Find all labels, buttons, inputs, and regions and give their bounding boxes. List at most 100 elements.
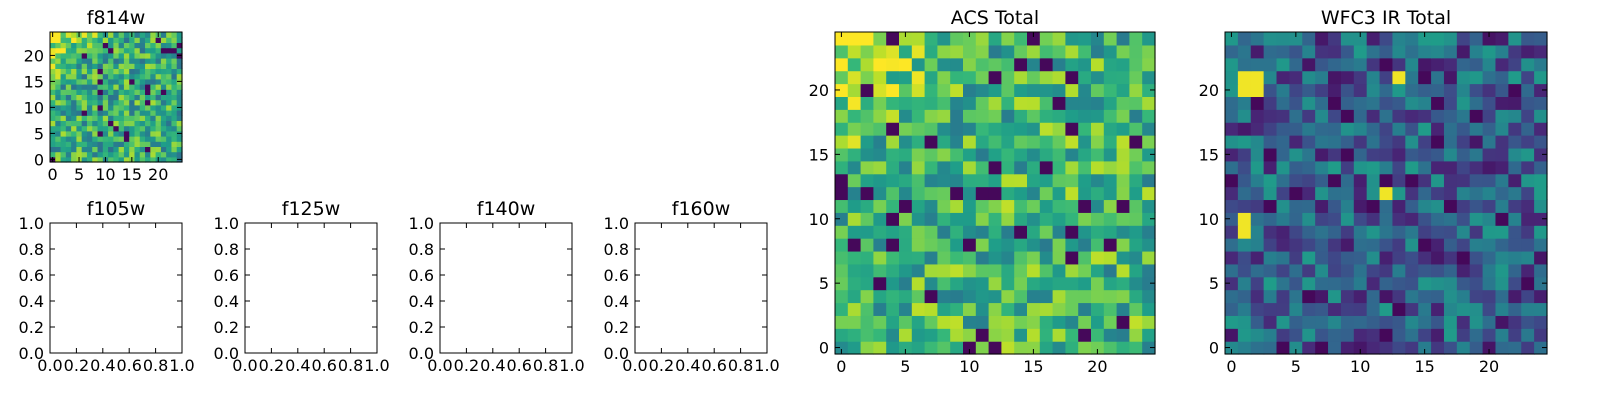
- heatmap-cell: [1250, 135, 1265, 149]
- heatmap-cell: [988, 135, 1002, 149]
- heatmap-cell: [139, 120, 146, 127]
- heatmap-cell: [1276, 341, 1290, 355]
- heatmap-cell: [1353, 341, 1368, 355]
- heatmap-cell: [988, 212, 1002, 226]
- heatmap-cell: [1014, 250, 1028, 265]
- heatmap-cell: [123, 120, 130, 127]
- heatmap-cell: [150, 89, 157, 95]
- heatmap-cell: [176, 146, 183, 153]
- heatmap-cell: [988, 109, 1002, 123]
- heatmap-cell: [1091, 160, 1105, 175]
- heatmap-cell: [1315, 147, 1329, 162]
- heatmap-cell: [1289, 341, 1303, 355]
- heatmap-cell: [1078, 70, 1092, 85]
- y-tick-label: 1.0: [409, 214, 434, 233]
- heatmap-cell: [60, 156, 67, 163]
- heatmap-cell: [171, 32, 178, 38]
- heatmap-cell: [1366, 147, 1381, 162]
- heatmap-cell: [1250, 109, 1265, 123]
- heatmap-cell: [155, 42, 162, 49]
- heatmap-cell: [937, 70, 951, 85]
- heatmap-cell: [1129, 160, 1143, 175]
- heatmap-cell: [86, 32, 93, 38]
- heatmap-cell: [1353, 70, 1368, 85]
- heatmap-cell: [937, 289, 951, 304]
- x-tick-label: 0.2: [454, 356, 479, 375]
- heatmap-cell: [873, 289, 887, 304]
- heatmap-cell: [123, 37, 130, 43]
- heatmap-cell: [1508, 289, 1522, 304]
- heatmap-cell: [899, 96, 913, 110]
- heatmap-cell: [113, 136, 120, 142]
- heatmap-cell: [1431, 147, 1445, 162]
- heatmap-cell: [76, 37, 83, 43]
- heatmap-cell: [860, 341, 874, 355]
- axes-frame: [49, 31, 183, 163]
- heatmap-cell: [118, 58, 125, 64]
- heatmap-cell: [1366, 57, 1381, 72]
- heatmap-cell: [1103, 341, 1118, 355]
- heatmap-cell: [835, 57, 849, 72]
- heatmap-cell: [55, 58, 62, 64]
- heatmap-cell: [847, 225, 862, 239]
- heatmap-cell: [1469, 96, 1484, 110]
- heatmap-cell: [975, 341, 990, 355]
- heatmap-cell: [1534, 315, 1548, 329]
- heatmap-cell: [129, 141, 136, 147]
- heatmap-cell: [97, 115, 104, 121]
- heatmap-cell: [1456, 328, 1471, 342]
- heatmap-cell: [108, 47, 114, 54]
- heatmap-cell: [899, 328, 913, 342]
- heatmap-cell: [145, 115, 151, 121]
- heatmap-cell: [155, 115, 162, 121]
- heatmap-cell: [108, 52, 114, 59]
- heatmap-cell: [1534, 212, 1548, 226]
- heatmap-cell: [1495, 341, 1509, 355]
- heatmap-cell: [1405, 276, 1419, 291]
- heatmap-cell: [81, 52, 88, 59]
- heatmap-cell: [1276, 57, 1290, 72]
- heatmap-cell: [1065, 315, 1079, 329]
- heatmap-cell: [1353, 173, 1368, 188]
- heatmap-cell: [76, 125, 83, 132]
- heatmap-cell: [988, 147, 1002, 162]
- heatmap-cell: [1129, 212, 1143, 226]
- heatmap-cell: [86, 78, 93, 85]
- heatmap-cell: [1078, 135, 1092, 149]
- heatmap-cell: [160, 47, 167, 54]
- heatmap-cell: [1116, 83, 1130, 97]
- heatmap-cell: [1001, 212, 1015, 226]
- heatmap-cell: [1353, 122, 1368, 136]
- heatmap-cell: [60, 120, 67, 127]
- heatmap-cell: [886, 289, 900, 304]
- heatmap-cell: [113, 47, 120, 54]
- heatmap-cell: [924, 186, 938, 201]
- heatmap-cell: [937, 96, 951, 110]
- heatmap-cell: [950, 276, 964, 291]
- heatmap-cell: [134, 125, 141, 132]
- heatmap-cell: [155, 94, 162, 101]
- y-tick-label: 20: [1199, 81, 1219, 100]
- heatmap-cell: [1366, 122, 1381, 136]
- heatmap-cell: [108, 68, 114, 75]
- heatmap-cell: [97, 94, 104, 101]
- heatmap-cell: [1014, 160, 1028, 175]
- heatmap-cell: [924, 109, 938, 123]
- heatmap-cell: [1482, 238, 1497, 252]
- y-tick-label: 0.6: [604, 266, 629, 285]
- heatmap-cell: [988, 276, 1002, 291]
- y-tick-label: 1.0: [214, 214, 239, 233]
- heatmap-cell: [1340, 173, 1355, 188]
- heatmap-cell: [1469, 109, 1484, 123]
- heatmap-cell: [1521, 263, 1535, 278]
- heatmap-cell: [123, 68, 130, 75]
- heatmap-cell: [1456, 83, 1471, 97]
- heatmap-cell: [1392, 276, 1406, 291]
- heatmap-cell: [1418, 32, 1432, 46]
- heatmap-cell: [963, 96, 977, 110]
- heatmap-cell: [988, 83, 1002, 97]
- heatmap-cell: [1302, 315, 1316, 329]
- heatmap-cell: [1482, 96, 1497, 110]
- x-tick-label: 0.2: [649, 356, 674, 375]
- heatmap-cell: [1065, 96, 1079, 110]
